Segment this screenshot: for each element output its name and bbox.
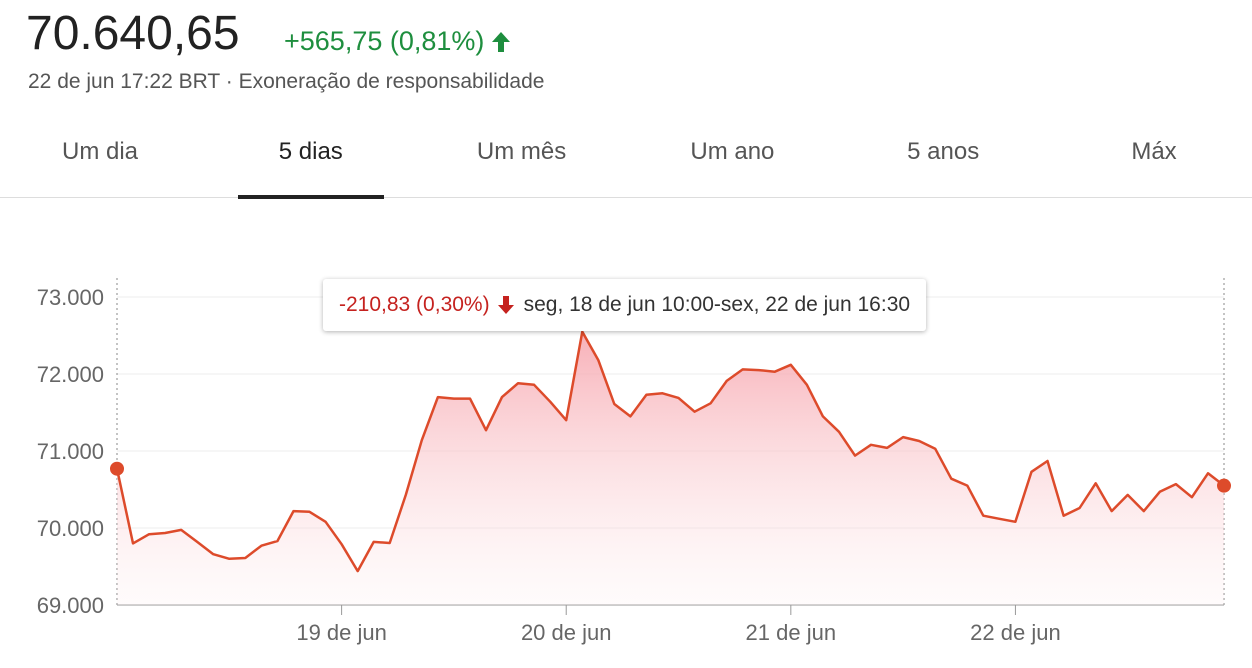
disclaimer-link[interactable]: Exoneração de responsabilidade <box>238 70 545 93</box>
y-tick-label: 70.000 <box>37 516 104 541</box>
up-arrow <box>492 31 511 52</box>
tooltip: -210,83 (0,30%) seg, 18 de jun 10:00-sex… <box>323 279 927 331</box>
tab[interactable]: Um mês <box>476 138 567 165</box>
end-dot <box>1217 478 1231 493</box>
x-tick-label: 20 de jun <box>521 620 612 645</box>
selected-underline <box>237 195 384 199</box>
y-tick-label: 69.000 <box>37 593 104 618</box>
tab[interactable]: Um dia <box>61 138 139 165</box>
down-arrow <box>497 296 514 314</box>
tab[interactable]: 5 anos <box>907 138 980 165</box>
tooltip-change-text: -210,83 (0,30%) <box>339 293 490 316</box>
area <box>117 331 1224 605</box>
x-tick-label: 19 de jun <box>296 620 387 645</box>
tab[interactable]: Um ano <box>690 138 775 165</box>
price: 70.640,65 <box>26 7 240 60</box>
tab[interactable]: Máx <box>1131 138 1177 165</box>
line <box>115 330 1225 573</box>
subtitle: 22 de jun 17:22 BRT · Exoneração de resp… <box>28 70 544 94</box>
separator: · <box>225 70 233 93</box>
divider <box>0 197 1252 198</box>
y-tick-label: 73.000 <box>37 285 104 310</box>
y-tick-label: 72.000 <box>37 362 104 387</box>
x-tick-label: 21 de jun <box>746 620 837 645</box>
change-text: +565,75 (0,81%) <box>284 26 485 56</box>
x-tick-label: 22 de jun <box>970 620 1061 645</box>
y-tick-label: 71.000 <box>37 439 104 464</box>
timestamp: 22 de jun 17:22 BRT <box>28 70 220 93</box>
tab[interactable]: 5 dias <box>278 138 343 165</box>
tooltip-change: -210,83 (0,30%) <box>339 293 516 317</box>
end-dot <box>110 461 124 476</box>
price-change: +565,75 (0,81%) <box>284 26 512 57</box>
tooltip-range: seg, 18 de jun 10:00-sex, 22 de jun 16:3… <box>523 293 911 316</box>
